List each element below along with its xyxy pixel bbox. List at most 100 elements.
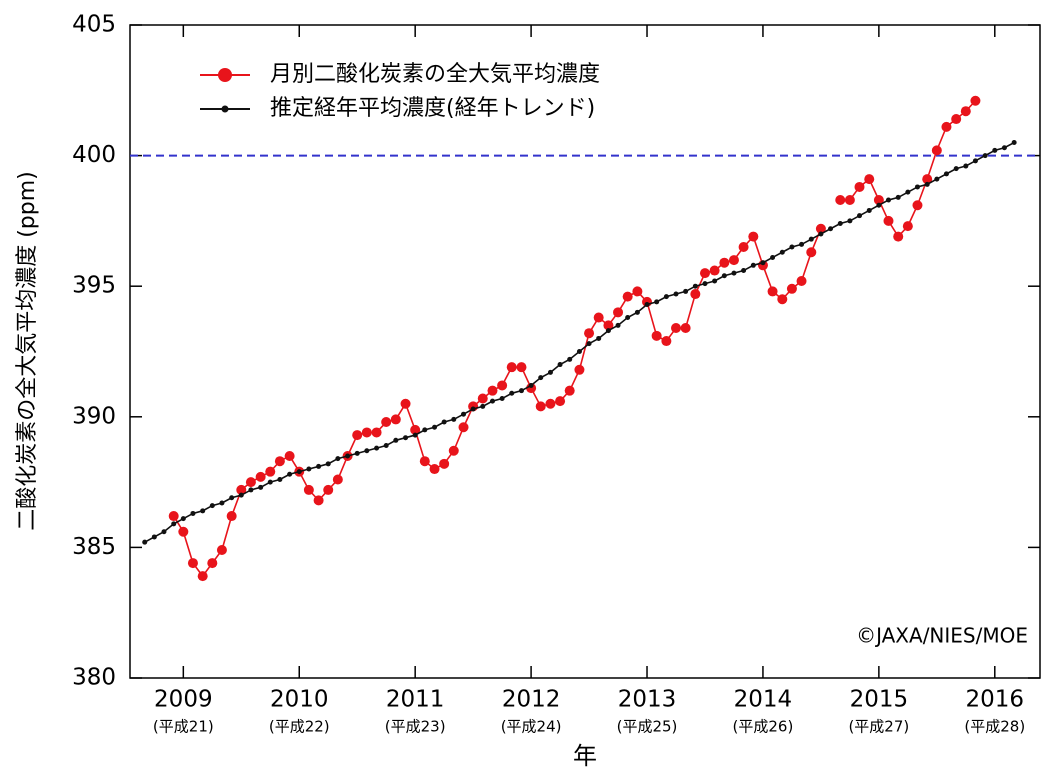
y-tick-label: 380 bbox=[72, 665, 116, 691]
data-point bbox=[760, 260, 766, 266]
data-point bbox=[770, 254, 776, 260]
data-point bbox=[383, 443, 389, 449]
data-point bbox=[680, 322, 691, 333]
data-point bbox=[914, 184, 920, 190]
data-point bbox=[238, 492, 244, 498]
data-point bbox=[187, 558, 198, 569]
data-point bbox=[885, 197, 891, 203]
data-point bbox=[555, 396, 566, 407]
data-point bbox=[864, 174, 875, 185]
copyright: ©JAXA/NIES/MOE bbox=[856, 624, 1028, 648]
data-point bbox=[699, 268, 710, 279]
data-point bbox=[741, 268, 747, 274]
data-point bbox=[567, 356, 573, 362]
data-point bbox=[332, 474, 343, 485]
data-point bbox=[873, 195, 884, 206]
data-point bbox=[509, 390, 515, 396]
data-point bbox=[837, 221, 843, 227]
data-point bbox=[593, 312, 604, 323]
data-point bbox=[992, 147, 998, 153]
data-point bbox=[284, 450, 295, 461]
data-point bbox=[854, 181, 865, 192]
legend-label: 月別二酸化炭素の全大気平均濃度 bbox=[270, 62, 600, 87]
data-point bbox=[441, 419, 447, 425]
data-point bbox=[731, 270, 737, 276]
data-point bbox=[625, 315, 631, 321]
data-point bbox=[265, 466, 276, 477]
data-point bbox=[712, 278, 718, 284]
legend-marker bbox=[221, 105, 229, 113]
data-point bbox=[180, 516, 186, 522]
data-point bbox=[506, 362, 517, 373]
data-point bbox=[738, 242, 749, 253]
data-point bbox=[953, 166, 959, 172]
y-tick-label: 405 bbox=[72, 12, 116, 38]
data-point bbox=[439, 458, 450, 469]
x-tick-label: 2015 bbox=[850, 687, 909, 713]
data-point bbox=[721, 273, 727, 279]
data-point bbox=[168, 511, 179, 522]
data-point bbox=[516, 362, 527, 373]
x-tick-sublabel: (平成22) bbox=[269, 718, 330, 736]
data-point bbox=[197, 571, 208, 582]
data-point bbox=[574, 364, 585, 375]
data-point bbox=[461, 411, 467, 417]
data-point bbox=[361, 427, 372, 438]
x-axis-label: 年 bbox=[573, 742, 597, 770]
data-point bbox=[178, 526, 189, 537]
data-point bbox=[245, 477, 256, 488]
data-point bbox=[226, 511, 237, 522]
data-point bbox=[905, 189, 911, 195]
data-point bbox=[644, 301, 650, 307]
data-point bbox=[381, 417, 392, 428]
data-point bbox=[835, 195, 846, 206]
data-point bbox=[480, 403, 486, 409]
data-point bbox=[487, 385, 498, 396]
data-point bbox=[371, 427, 382, 438]
data-point bbox=[236, 484, 247, 495]
data-point bbox=[603, 320, 614, 331]
data-point bbox=[410, 424, 421, 435]
data-point bbox=[323, 484, 334, 495]
data-point bbox=[142, 539, 148, 545]
data-point bbox=[972, 158, 978, 164]
data-point bbox=[613, 307, 624, 318]
data-point bbox=[287, 471, 293, 477]
data-point bbox=[374, 445, 380, 451]
data-point bbox=[400, 398, 411, 409]
data-point bbox=[545, 398, 556, 409]
data-point bbox=[893, 231, 904, 242]
data-point bbox=[692, 283, 698, 289]
data-point bbox=[799, 241, 805, 247]
data-point bbox=[458, 422, 469, 433]
data-point bbox=[943, 171, 949, 177]
data-point bbox=[690, 289, 701, 300]
data-point bbox=[818, 231, 824, 237]
data-point bbox=[767, 286, 778, 297]
series-line bbox=[173, 228, 822, 578]
data-point bbox=[497, 380, 508, 391]
data-point bbox=[412, 432, 418, 438]
data-point bbox=[390, 414, 401, 425]
data-point bbox=[576, 349, 582, 354]
x-tick-sublabel: (平成26) bbox=[733, 718, 794, 736]
data-point bbox=[564, 385, 575, 396]
data-point bbox=[352, 430, 363, 441]
x-tick-sublabel: (平成25) bbox=[617, 718, 678, 736]
data-point bbox=[151, 534, 157, 540]
data-point bbox=[866, 207, 872, 213]
y-axis-label: 二酸化炭素の全大気平均濃度 (ppm) bbox=[15, 171, 40, 531]
data-point bbox=[499, 396, 505, 402]
data-point bbox=[1001, 145, 1007, 151]
data-point bbox=[422, 427, 428, 433]
data-point bbox=[306, 466, 312, 472]
data-point bbox=[808, 236, 814, 242]
data-point bbox=[364, 448, 370, 454]
data-point bbox=[663, 294, 669, 300]
data-point bbox=[528, 382, 534, 388]
x-tick-label: 2014 bbox=[734, 687, 793, 713]
data-point bbox=[671, 322, 681, 333]
data-point bbox=[924, 181, 930, 187]
data-point bbox=[161, 529, 167, 535]
